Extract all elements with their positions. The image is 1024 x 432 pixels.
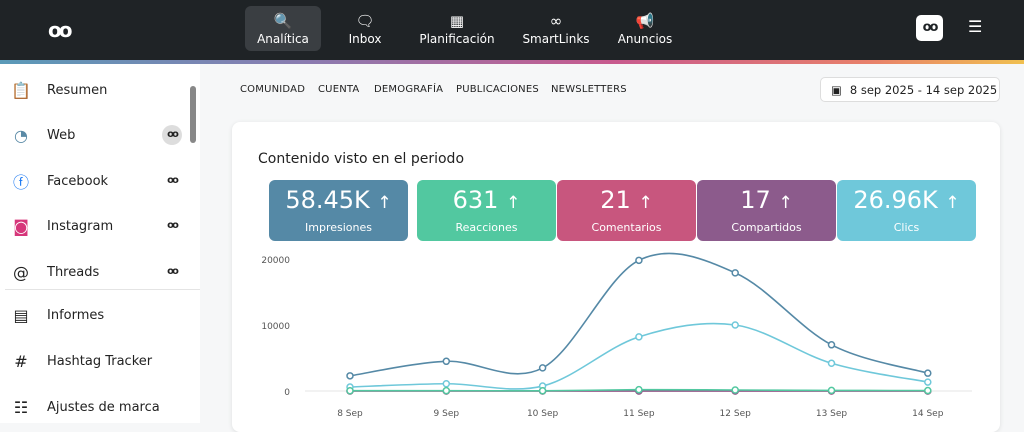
data-point[interactable] [347,373,353,379]
y-tick-label: 0 [284,388,290,398]
data-point[interactable] [443,381,449,387]
line-chart: 0 10000 20000 8 Sep 9 Sep 10 Sep 11 Sep 12 Sep 1… [0,0,1024,423]
y-tick-label: 20000 [261,256,290,266]
data-point[interactable] [443,358,449,364]
data-point[interactable] [732,270,738,276]
data-point[interactable] [732,322,738,328]
data-point[interactable] [925,388,931,394]
data-point[interactable] [540,388,546,394]
y-tick-label: 10000 [261,322,290,332]
series-line-0 [350,253,928,375]
data-point[interactable] [636,257,642,263]
data-point[interactable] [636,334,642,340]
x-tick-label: 10 Sep [527,409,559,419]
data-point[interactable] [347,388,353,394]
x-tick-label: 14 Sep [912,409,944,419]
data-point[interactable] [732,387,738,393]
data-point[interactable] [540,365,546,371]
data-point[interactable] [829,342,835,348]
x-tick-label: 11 Sep [623,409,655,419]
data-point[interactable] [443,388,449,394]
x-tick-label: 9 Sep [434,409,460,419]
x-tick-label: 13 Sep [816,409,848,419]
data-point[interactable] [829,387,835,393]
data-point[interactable] [925,379,931,385]
x-tick-label: 12 Sep [720,409,752,419]
data-point[interactable] [829,360,835,366]
data-point[interactable] [636,387,642,393]
x-tick-label: 8 Sep [337,409,363,419]
data-point[interactable] [925,370,931,376]
